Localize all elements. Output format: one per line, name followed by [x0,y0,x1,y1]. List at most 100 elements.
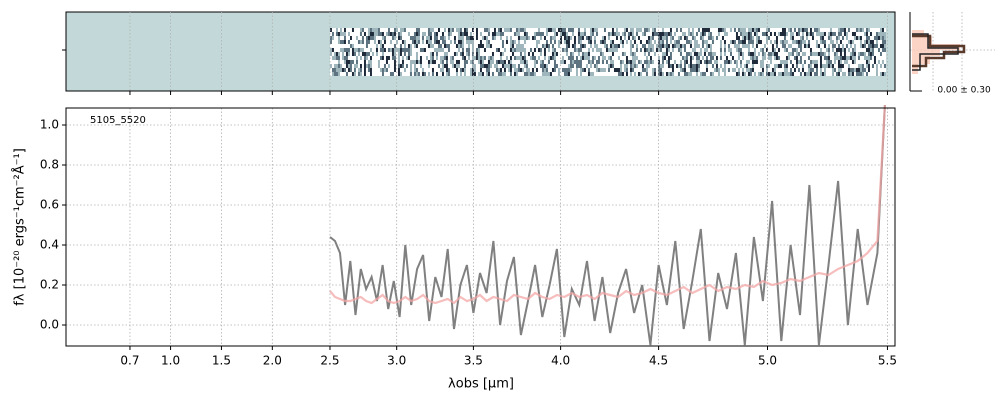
spectrum-2d-pixel [629,44,632,48]
spectrum-2d-pixel [785,32,788,36]
spectrum-2d-pixel [709,32,712,36]
spectrum-2d-pixel [417,44,420,48]
spectrum-2d-pixel [449,64,452,68]
spectrum-2d-pixel [577,72,580,76]
spectrum-2d-pixel [601,44,604,48]
spectrum-2d-pixel [639,56,642,60]
spectrum-2d-pixel [841,40,844,44]
spectrum-2d-pixel [605,48,608,52]
spectrum-2d-pixel [437,44,440,48]
spectrum-2d-pixel [717,68,720,72]
spectrum-2d-pixel [481,60,484,64]
spectrum-2d-pixel [505,68,508,72]
spectrum-2d-pixel [533,68,536,72]
spectrum-2d-pixel [551,32,554,36]
spectrum-2d-pixel [661,64,664,68]
spectrum-2d-pixel [519,52,522,56]
spectrum-2d-pixel [671,48,674,52]
spectrum-2d-pixel [517,32,520,36]
spectrum-2d-pixel [783,40,786,44]
spectrum-2d-pixel [357,52,360,56]
spectrum-2d-pixel [413,56,416,60]
spectrum-2d-pixel [473,72,476,76]
spectrum-2d-pixel [823,36,826,40]
spectrum-2d-pixel [665,60,668,64]
spectrum-2d-pixel [347,48,350,52]
spectrum-2d-pixel [363,28,366,32]
spectrum-2d-pixel [645,32,648,36]
spectrum-2d-pixel [745,68,748,72]
spectrum-2d-pixel [667,28,670,32]
spectrum-2d-pixel [787,28,790,32]
spectrum-2d-pixel [625,72,628,76]
spectrum-2d-pixel [389,52,392,56]
spectrum-2d-pixel [429,32,432,36]
spectrum-2d-pixel [337,56,340,60]
spectrum-2d-pixel [385,36,388,40]
spectrum-2d-pixel [659,44,662,48]
spectrum-2d-pixel [855,56,858,60]
spectrum-2d-pixel [683,48,686,52]
spectrum-2d-pixel [545,60,548,64]
spectrum-2d-pixel [641,48,644,52]
spectrum-2d-pixel [371,32,374,36]
spectrum-2d-pixel [609,32,612,36]
spectrum-2d-pixel [861,44,864,48]
spectrum-2d-pixel [375,52,378,56]
spectrum-2d-pixel [881,64,884,68]
spectrum-2d-pixel [695,56,698,60]
spectrum-2d-pixel [595,36,598,40]
spectrum-2d-pixel [691,60,694,64]
spectrum-2d-pixel [869,72,872,76]
spectrum-2d-pixel [621,64,624,68]
spectrum-2d-pixel [595,28,598,32]
spectrum-2d-pixel [837,28,840,32]
spectrum-2d-pixel [505,48,508,52]
spectrum-2d-pixel [457,60,460,64]
spectrum-2d-pixel [357,72,360,76]
spectrum-2d-pixel [467,28,470,32]
spectrum-2d-pixel [867,28,870,32]
spectrum-2d-pixel [571,40,574,44]
spectrum-2d-pixel [417,72,420,76]
spectrum-2d-pixel [409,60,412,64]
spectrum-2d-pixel [787,32,790,36]
spectrum-2d-pixel [471,68,474,72]
spectrum-2d-pixel [843,40,846,44]
spectrum-2d-pixel [621,32,624,36]
spectrum-2d-pixel [541,64,544,68]
spectrum-2d-pixel [839,52,842,56]
spectrum-2d-pixel [807,60,810,64]
spectrum-2d-pixel [615,56,618,60]
spectrum-2d-pixel [683,32,686,36]
spectrum-2d-pixel [721,52,724,56]
spectrum-2d-pixel [667,60,670,64]
spectrum-2d-pixel [455,28,458,32]
spectrum-2d-pixel [543,40,546,44]
spectrum-2d-pixel [649,68,652,72]
spectrum-2d-pixel [749,32,752,36]
spectrum-2d-pixel [671,32,674,36]
spectrum-2d-pixel [605,28,608,32]
spectrum-2d-pixel [441,64,444,68]
spectrum-2d-pixel [659,68,662,72]
spectrum-2d-pixel [395,72,398,76]
spectrum-2d-pixel [855,28,858,32]
spectrum-2d-pixel [501,64,504,68]
spectrum-2d-pixel [409,72,412,76]
spectrum-2d-pixel [557,32,560,36]
spectrum-2d-pixel [795,32,798,36]
spectrum-2d-pixel [499,56,502,60]
spectrum-2d-pixel [593,48,596,52]
spectrum-2d-pixel [539,28,542,32]
spectrum-2d-pixel [839,28,842,32]
spectrum-2d-pixel [861,48,864,52]
spectrum-2d-pixel [435,40,438,44]
spectrum-2d-pixel [489,48,492,52]
spectrum-2d-pixel [547,32,550,36]
spectrum-2d-pixel [509,64,512,68]
spectrum-2d-pixel [437,36,440,40]
spectrum-2d-pixel [707,36,710,40]
spectrum-2d-pixel [475,56,478,60]
spectrum-2d-pixel [359,64,362,68]
